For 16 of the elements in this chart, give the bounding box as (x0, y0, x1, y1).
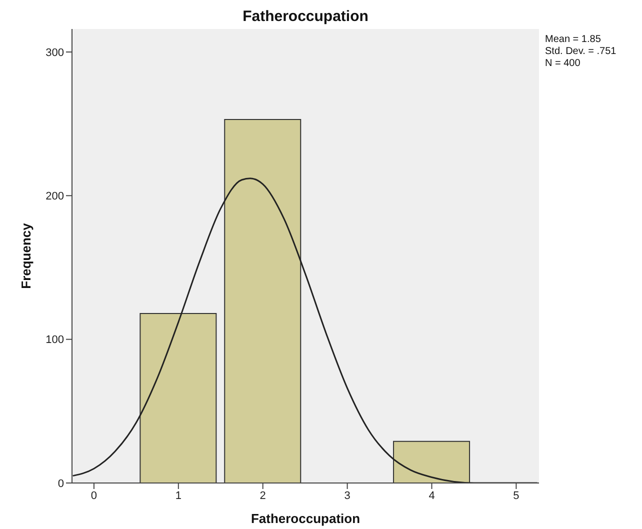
x-tick-label: 5 (513, 490, 520, 502)
text: Std. Dev. = .751 (545, 46, 616, 58)
y-tick-label: 200 (46, 190, 64, 203)
y-tick-label: 0 (58, 478, 64, 490)
text: N = 400 (545, 58, 582, 70)
y-tick-label: 100 (46, 334, 64, 346)
y-tick-label: 300 (46, 46, 64, 59)
x-tick-label: 1 (175, 490, 182, 502)
x-axis-title: Fatheroccupation (250, 511, 360, 526)
x-tick-label: 0 (90, 490, 98, 502)
y-axis-title: Frequency (18, 222, 34, 289)
x-tick-label: 4 (428, 490, 435, 502)
x-tick-label: 2 (260, 490, 266, 502)
text: Mean = 1.85 (545, 34, 602, 46)
x-tick-label: 3 (344, 490, 350, 502)
chart-title: Fatheroccupation (242, 8, 370, 25)
